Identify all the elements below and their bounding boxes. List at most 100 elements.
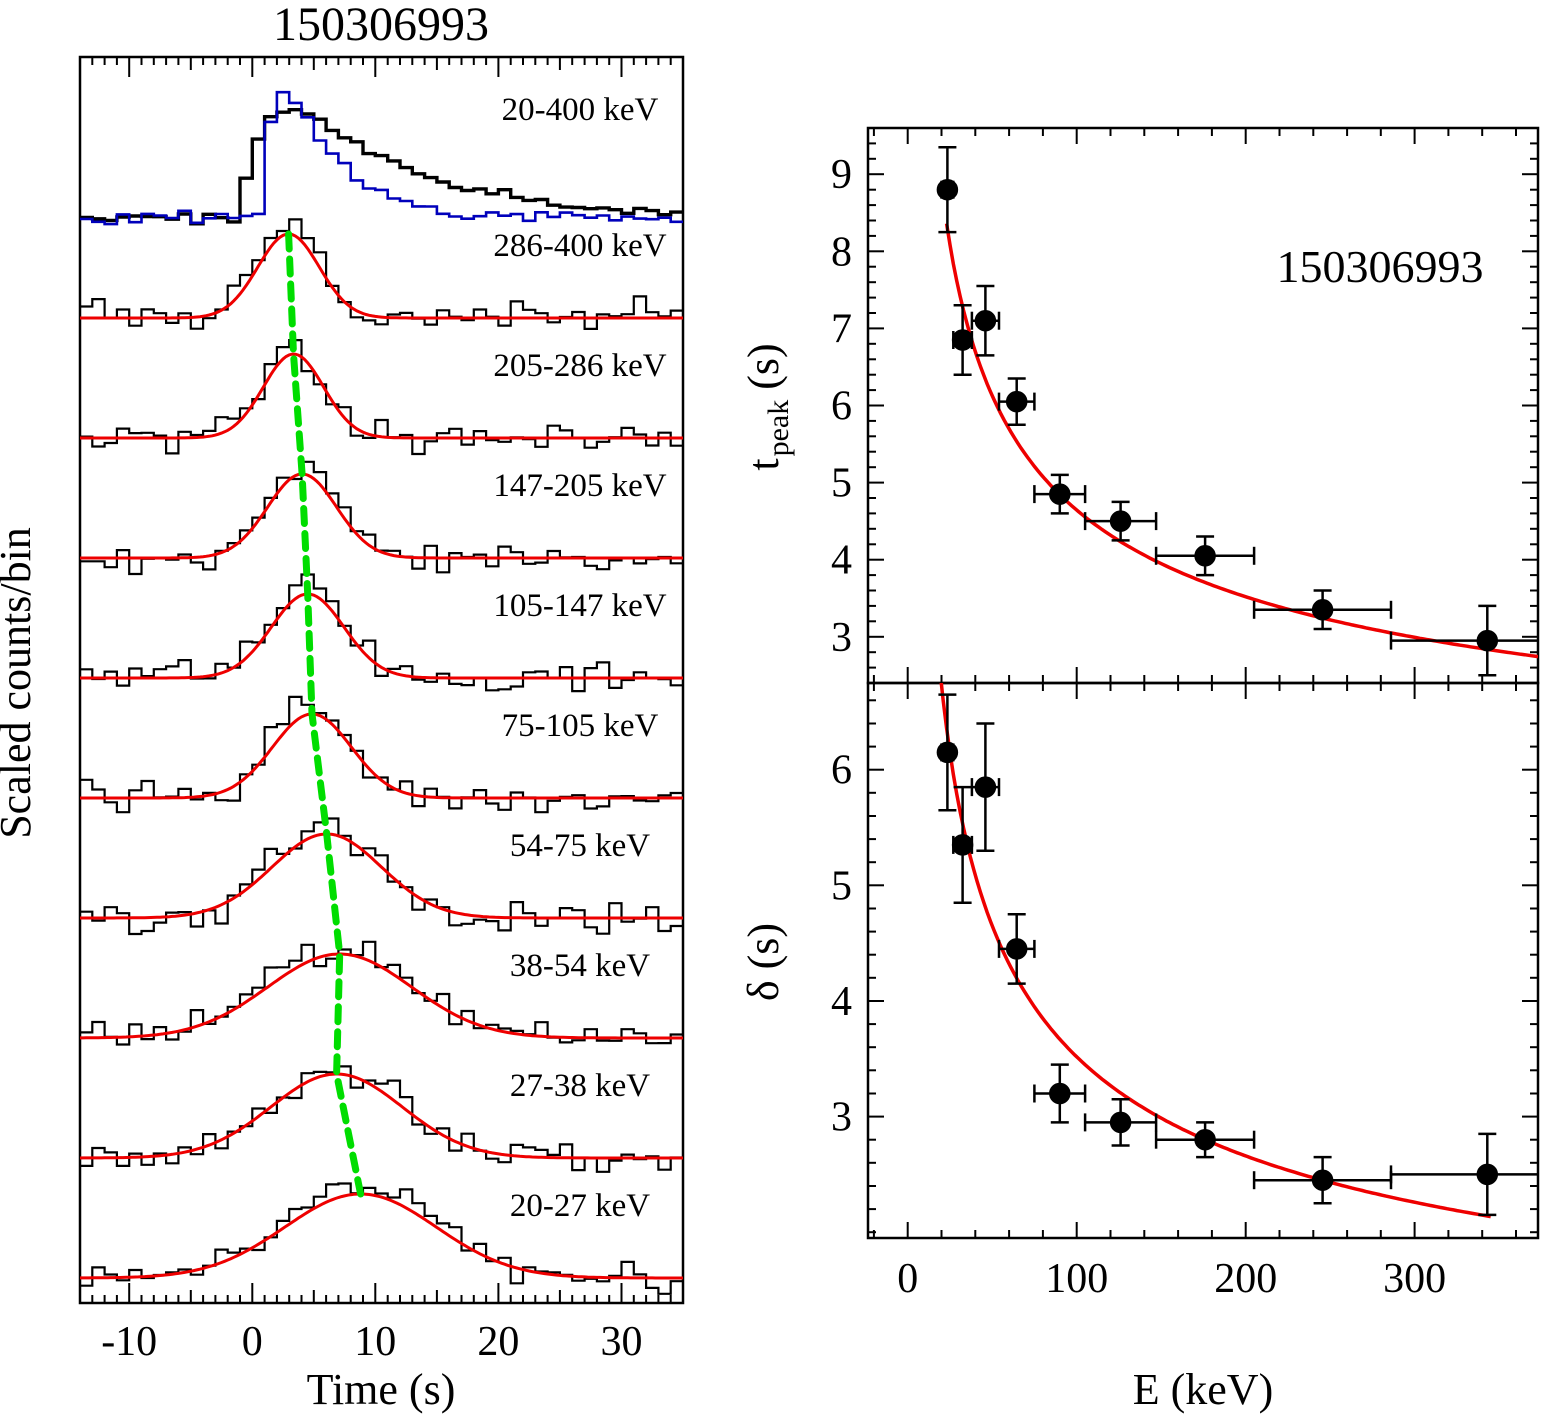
axis-frame [78,55,685,1305]
gaussian-fit-curve [80,832,683,920]
band-label: 20-27 keV [510,1188,650,1224]
band-row [80,573,683,693]
energy-axis-label: E (keV) [1133,1365,1274,1414]
y-tick-label: 4 [831,979,852,1025]
y-tick-label: 6 [831,748,852,794]
data-point [1109,1111,1132,1134]
axis-frame [866,126,1540,685]
band-histogram [80,695,683,814]
band-row [80,695,683,814]
data-point [951,834,974,856]
gaussian-fit-curve [80,232,683,320]
tick-marks [868,128,1538,683]
data-point [936,741,959,764]
tpeak-label-unit: (s) [739,343,788,389]
x-tick-label: 300 [1383,1256,1446,1302]
data-point [951,329,974,351]
tick-marks [91,57,672,1303]
tpeak-axis-label: tpeak (s) [739,343,795,470]
data-point [1476,629,1499,652]
data-point [1109,510,1132,532]
data-point [1311,1169,1334,1191]
tpeak-panel: 3 4 5 6 7 8 9 [831,126,1540,685]
gaussian-fit-curve [80,712,683,800]
x-tick-label: -10 [101,1319,157,1365]
lightcurve-title: 150306993 [273,0,489,51]
data-point [974,309,997,332]
band-label: 147-205 keV [493,468,666,504]
delta-axis-label: δ (s) [739,923,788,1001]
band-row [80,90,683,226]
data-point [1194,545,1216,567]
grb-id-annotation: 150306993 [1277,241,1484,292]
data-point [1476,1163,1499,1186]
y-tick-label: 3 [831,1095,852,1141]
time-axis-label: Time (s) [307,1365,456,1414]
y-tick-label: 3 [831,615,852,661]
band-row [80,218,683,330]
data-point [1049,483,1071,505]
band-label: 286-400 keV [493,228,666,264]
y-tick-label: 6 [831,384,852,430]
x-tick-label: 0 [242,1319,263,1365]
band-label: 27-38 keV [510,1068,650,1104]
gaussian-fit-curve [80,472,683,560]
band-row [80,1182,683,1295]
data-point [936,178,959,201]
band-label: 38-54 keV [510,948,650,984]
gaussian-fit-curve [80,952,683,1040]
y-tick-label: 5 [831,863,852,909]
band-label: 20-400 keV [502,92,659,128]
band-histogram [80,1065,683,1173]
y-tick-label: 9 [831,152,852,198]
x-tick-label: 200 [1214,1256,1277,1302]
data-point [1049,1082,1071,1105]
band-row [79,1065,683,1173]
band-row [80,940,683,1046]
peak-track-line [285,230,365,1198]
band-label: 205-286 keV [493,348,666,384]
data-point [974,776,997,798]
band-row [80,339,683,456]
delta-panel: 3 4 5 6 0 100 200 300 [831,681,1540,1302]
band-label: 75-105 keV [502,708,659,744]
x-tick-label: 30 [601,1319,643,1365]
data-point [1311,599,1334,621]
x-tick-label: 0 [897,1256,918,1302]
data-point [1005,938,1028,960]
band-row [80,817,683,936]
band-label: 54-75 keV [510,828,650,864]
data-points [936,146,1538,677]
counts-axis-label: Scaled counts/bin [0,527,40,839]
band-histogram [80,817,683,936]
overlay-histogram [80,90,683,226]
band-histogram [80,573,683,693]
data-points [936,693,1538,1217]
y-tick-label: 5 [831,461,852,507]
tpeak-label-main: t [739,458,788,470]
y-tick-label: 7 [831,306,852,352]
band-histogram [80,1182,683,1295]
x-tick-label: 10 [354,1319,396,1365]
gaussian-fit-curve [80,1192,683,1280]
data-point [1005,390,1028,413]
gaussian-fit-curve [80,352,683,440]
band-row [80,460,683,576]
x-tick-label: 20 [477,1319,519,1365]
gaussian-fit-curve [80,592,683,680]
band-histogram [80,218,683,330]
gaussian-fit-curve [79,1072,683,1160]
lightcurve-panel: -10 0 10 20 30 20-400 keV 286-400 keV 205-286 k… [78,55,685,1365]
tpeak-label-sub: peak [762,400,795,457]
fit-curve [939,683,1492,1219]
sum-band-histogram [80,108,683,226]
tick-marks [868,683,1538,1238]
y-tick-label: 8 [831,229,852,275]
y-tick-label: 4 [831,538,852,584]
x-tick-label: 100 [1045,1256,1108,1302]
axis-frame [866,681,1540,1240]
data-point [1194,1128,1216,1151]
band-label: 105-147 keV [493,588,666,624]
